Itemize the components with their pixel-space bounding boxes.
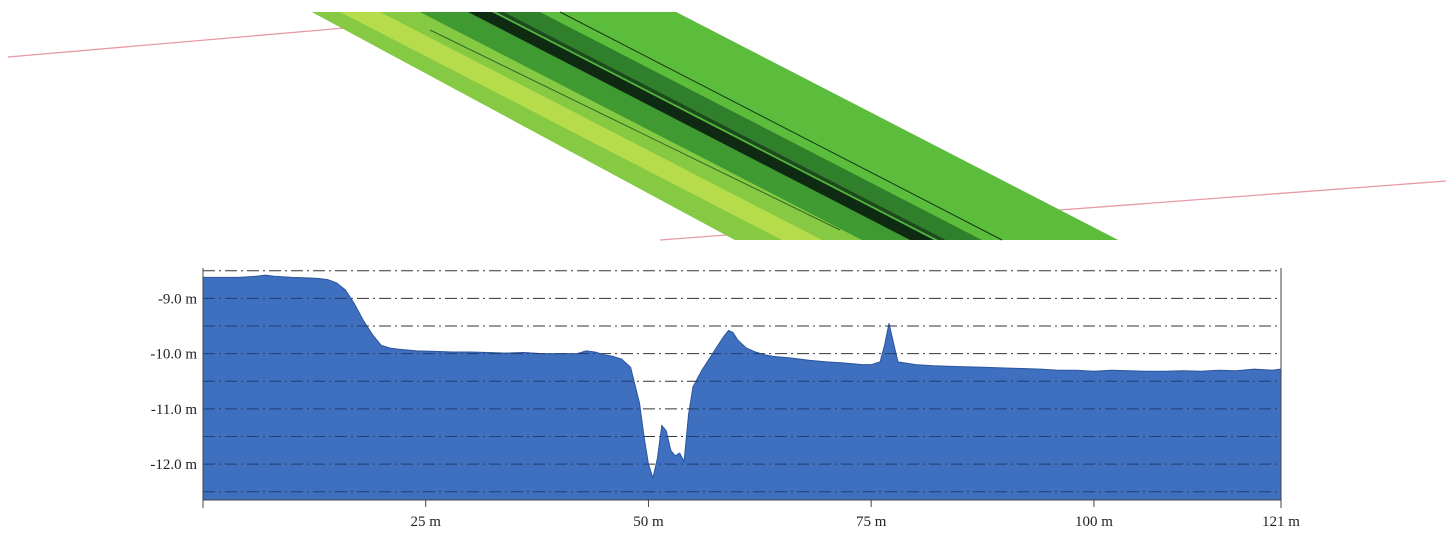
y-axis-ticks: -9.0 m -10.0 m -11.0 m -12.0 m — [150, 291, 197, 473]
channel-edge-line-2 — [429, 29, 841, 231]
y-tick-label-3: -12.0 m — [150, 457, 197, 473]
x-tick-label-3: 100 m — [1075, 514, 1113, 530]
x-tick-label-1: 50 m — [633, 514, 664, 530]
survey-line-top — [7, 27, 346, 58]
x-tick-label-2: 75 m — [856, 514, 887, 530]
y-tick-label-2: -11.0 m — [151, 402, 197, 418]
y-tick-label-0: -9.0 m — [158, 291, 197, 307]
x-tick-label-4: 121 m — [1262, 514, 1300, 530]
channel-edge-line — [559, 11, 1003, 241]
seabed-far-band — [540, 12, 1118, 240]
seabed-right-band — [504, 12, 982, 240]
channel-dark-band-2 — [496, 12, 946, 240]
bathymetry-3d-view — [7, 11, 1447, 241]
depth-profile-chart: 25 m 50 m 75 m 100 m 121 m -9.0 m -10.0 m -11.… — [150, 268, 1300, 530]
seabed-light-band — [340, 12, 822, 240]
channel-dark-band — [468, 12, 934, 240]
depth-profile-area — [202, 274, 1282, 501]
seabed-mid-band — [420, 12, 910, 240]
x-tick-label-0: 25 m — [411, 514, 442, 530]
x-axis-ticks: 25 m 50 m 75 m 100 m 121 m — [411, 500, 1300, 530]
y-tick-label-1: -10.0 m — [150, 347, 197, 363]
